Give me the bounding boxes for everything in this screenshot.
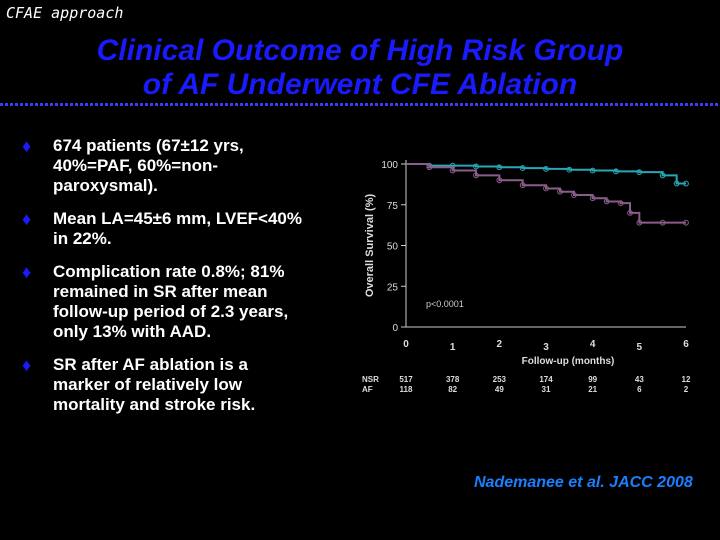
bullet-list: ♦ 674 patients (67±12 yrs, 40%=PAF, 60%=no… [22,136,352,428]
data-point-af [627,210,633,216]
title-line-1: Clinical Outcome of High Risk Group [96,34,624,67]
bullet-line: paroxysmal). [53,176,158,195]
at-risk-count: 99 [588,375,597,384]
bullet-item: ♦ Mean LA=45±6 mm, LVEF<40% in 22%. [22,209,352,249]
title-divider [0,103,720,106]
at-risk-count: 31 [542,385,551,394]
bullet-line: 674 patients (67±12 yrs, [53,136,244,155]
data-point-nsr [673,180,680,187]
data-point-af [636,219,643,226]
bullet-line: in 22%. [53,229,112,248]
data-point-nsr [566,166,573,173]
data-point-nsr [613,168,619,175]
at-risk-count: 174 [539,375,553,384]
at-risk-count: 6 [637,385,642,394]
bullet-line: marker of relatively low [53,375,242,394]
data-point-nsr [636,169,643,176]
data-point-af [603,198,610,205]
title-line-2: of AF Underwent CFE Ablation [142,68,578,101]
series-line-nsr [406,163,686,185]
data-point-af [617,200,624,207]
data-point-nsr [589,167,596,174]
at-risk-count: 2 [684,385,689,394]
x-tick-label: 1 [450,342,456,353]
bullet-marker-icon: ♦ [22,262,32,282]
x-tick-label: 4 [590,339,596,350]
x-tick-label: 3 [543,342,549,353]
data-point-af [571,192,577,198]
data-point-af [473,172,479,179]
data-point-nsr [683,180,689,187]
x-tick-label: 5 [637,342,643,353]
bullet-item: ♦ Complication rate 0.8%; 81% remained in … [22,262,352,342]
bullet-item: ♦ SR after AF ablation is a marker of rela… [22,355,352,415]
data-point-af [683,219,689,226]
at-risk-count: 517 [399,375,413,384]
at-risk-series-label: AF [362,385,373,394]
slide-title: Clinical Outcome of High Risk Group of A… [40,34,680,102]
x-axis-title: Follow-up (months) [522,356,615,367]
x-tick-label: 0 [403,339,409,350]
data-point-af [557,188,563,195]
y-tick-label: 100 [381,160,398,171]
bullet-line: remained in SR after mean [53,282,268,301]
data-point-nsr [659,172,666,179]
data-point-af [659,219,666,226]
at-risk-count: 43 [635,375,644,384]
at-risk-count: 82 [448,385,457,394]
bullet-marker-icon: ♦ [22,355,32,375]
data-point-af [449,167,456,174]
y-axis-title: Overall Survival (%) [364,194,376,298]
y-tick-label: 25 [387,282,399,293]
y-tick-label: 0 [392,323,398,334]
citation: Nademanee et al. JACC 2008 [474,474,693,491]
corner-label: CFAE approach [6,4,124,22]
bullet-marker-icon: ♦ [22,136,32,156]
bullet-line: Mean LA=45±6 mm, LVEF<40% [53,209,302,228]
bullet-marker-icon: ♦ [22,209,32,229]
at-risk-series-label: NSR [362,375,379,384]
at-risk-count: 12 [682,375,691,384]
bullet-line: 40%=PAF, 60%=non- [53,156,219,175]
bullet-line: only 13% with AAD. [53,322,212,341]
x-tick-label: 6 [683,339,689,350]
at-risk-count: 118 [400,385,413,394]
bullet-line: Complication rate 0.8%; 81% [53,262,285,281]
y-tick-label: 50 [387,242,399,253]
at-risk-count: 21 [588,385,597,394]
data-point-af [496,177,503,184]
bullet-item: ♦ 674 patients (67±12 yrs, 40%=PAF, 60%=no… [22,136,352,196]
data-point-nsr [519,165,526,171]
y-tick-label: 75 [387,201,399,212]
bullet-line: SR after AF ablation is a [53,355,248,374]
p-value-annotation: p<0.0001 [426,299,464,309]
bullet-line: follow-up period of 2.3 years, [53,302,289,321]
data-point-af [519,182,526,189]
at-risk-count: 253 [493,375,507,384]
bullet-line: mortality and stroke risk. [53,395,256,414]
at-risk-count: 378 [446,375,460,384]
data-point-nsr [543,165,549,172]
data-point-nsr [496,164,503,171]
data-point-af [589,195,596,202]
series-line-af [406,163,686,224]
data-point-af [426,164,433,171]
data-point-af [543,185,549,192]
x-tick-label: 2 [497,339,503,350]
data-point-nsr [473,163,479,170]
at-risk-count: 49 [495,385,504,394]
